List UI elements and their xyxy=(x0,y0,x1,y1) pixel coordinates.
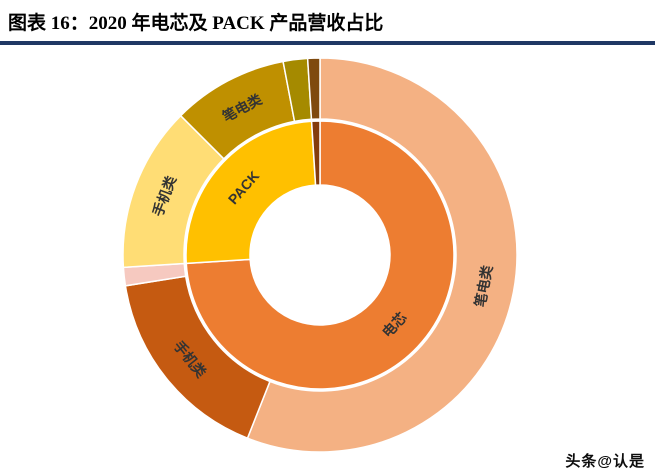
donut-chart: 电芯 PACK 笔电类 手机类 手机类 笔电类 xyxy=(0,45,655,471)
segment-label-笔电类: 笔电类 xyxy=(472,263,496,308)
segment-inner-其他 xyxy=(310,120,321,186)
segment-outer-笔电类 xyxy=(246,57,518,453)
page-title: 图表 16：2020 年电芯及 PACK 产品营收占比 xyxy=(8,13,384,34)
segment-inner-电芯 xyxy=(185,120,455,390)
segment-inner-PACK xyxy=(185,120,317,265)
header: 图表 16：2020 年电芯及 PACK 产品营收占比 xyxy=(0,0,655,45)
segment-outer-其他 xyxy=(306,57,321,121)
watermark: 头条@认是 xyxy=(565,453,645,470)
